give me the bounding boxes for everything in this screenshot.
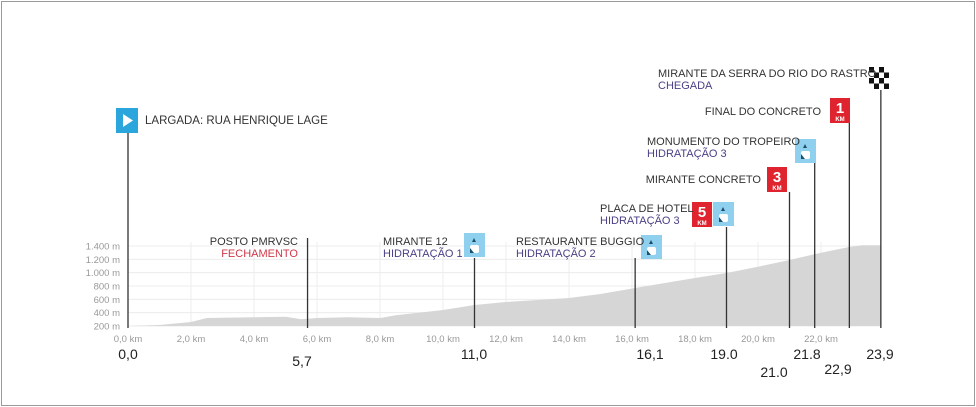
marker-label-start: LARGADA: RUA HENRIQUE LAGE: [145, 115, 328, 127]
km-badge-unit: KM: [772, 186, 781, 192]
x-tick-label: 18,0 km: [678, 334, 712, 345]
km-badge-unit: KM: [697, 221, 706, 227]
x-tick-label: 22,0 km: [804, 334, 838, 345]
finish-flag-icon: [879, 78, 884, 84]
km-value: 19.0: [710, 346, 738, 362]
km-badge-unit: KM: [835, 117, 844, 123]
x-tick-label: 0,0 km: [114, 334, 143, 345]
marker-label-buggio: RESTAURANTE BUGGIO HIDRATAÇÃO 2: [516, 236, 645, 260]
km-badge-number: 5: [698, 204, 706, 221]
finish-flag-icon: [869, 78, 874, 84]
start-flag-arrow: [123, 114, 133, 127]
water-icon-drop: [801, 154, 805, 159]
finish-flag-icon: [879, 72, 884, 78]
x-tick-label: 12,0 km: [489, 334, 523, 345]
x-tick-label: 4,0 km: [240, 334, 269, 345]
finish-flag-icon: [884, 83, 889, 89]
km-value: 21.0: [760, 364, 788, 380]
x-tick-label: 6,0 km: [303, 334, 332, 345]
km-value: 11,0: [460, 346, 488, 362]
water-icon-top: [472, 238, 476, 242]
finish-flag-icon: [874, 78, 879, 84]
y-tick-label: 800 m: [94, 282, 120, 293]
marker-label-mirante-concreto: MIRANTE CONCRETO: [645, 174, 761, 186]
water-icon-drop: [647, 250, 651, 255]
y-tick-label: 400 m: [94, 308, 120, 319]
marker-label-mirante-12: MIRANTE 12 HIDRATAÇÃO 1: [383, 236, 463, 260]
marker-label-monumento: MONUMENTO DO TROPEIRO HIDRATAÇÃO 3: [647, 136, 800, 160]
km-badge-number: 1: [836, 100, 844, 117]
water-icon-top: [721, 207, 725, 211]
elevation-area: [128, 245, 881, 326]
water-icon-top: [803, 144, 807, 148]
km-value: 5,7: [292, 353, 312, 369]
finish-flag-icon: [884, 72, 889, 78]
finish-flag-icon: [874, 67, 879, 73]
y-tick-label: 1.200 m: [86, 255, 120, 266]
finish-flag-icon: [869, 67, 874, 73]
finish-flag-icon: [869, 72, 874, 78]
km-badge: [830, 98, 850, 123]
marker-label-finish: MIRANTE DA SERRA DO RIO DO RASTRO CHEGADA: [658, 68, 877, 92]
x-tick-label: 20,0 km: [741, 334, 775, 345]
km-badge: [692, 202, 712, 227]
marker-label-final-concreto: FINAL DO CONCRETO: [704, 106, 821, 118]
x-tick-label: 16,0 km: [615, 334, 649, 345]
finish-flag-icon: [884, 78, 889, 84]
x-tick-label: 10,0 km: [426, 334, 460, 345]
finish-flag-icon: [874, 83, 879, 89]
km-value: 0,0: [118, 346, 138, 362]
km-badge: [767, 167, 787, 192]
finish-flag-icon: [869, 83, 874, 89]
y-tick-label: 1.400 m: [86, 242, 120, 253]
y-tick-label: 200 m: [94, 322, 120, 333]
y-tick-label: 600 m: [94, 295, 120, 306]
finish-flag-icon: [879, 67, 884, 73]
km-value: 22,9: [824, 361, 852, 377]
x-tick-label: 2,0 km: [177, 334, 206, 345]
finish-flag-icon: [879, 83, 884, 89]
water-icon-drop: [470, 248, 474, 253]
water-icon-drop: [719, 217, 723, 222]
km-badge-number: 3: [773, 169, 781, 186]
marker-label-posto: POSTO PMRVSC FECHAMENTO: [209, 236, 298, 260]
km-value: 16,1: [636, 346, 664, 362]
water-icon-top: [649, 240, 653, 244]
x-tick-label: 14,0 km: [552, 334, 586, 345]
y-tick-label: 1.000 m: [86, 268, 120, 279]
finish-flag-icon: [874, 72, 879, 78]
km-value: 23,9: [866, 346, 894, 362]
finish-flag-icon: [884, 67, 889, 73]
marker-label-placa-hotel: PLACA DE HOTEL HIDRATAÇÃO 3: [600, 203, 694, 227]
km-value: 21.8: [793, 346, 821, 362]
x-tick-label: 8,0 km: [366, 334, 395, 345]
